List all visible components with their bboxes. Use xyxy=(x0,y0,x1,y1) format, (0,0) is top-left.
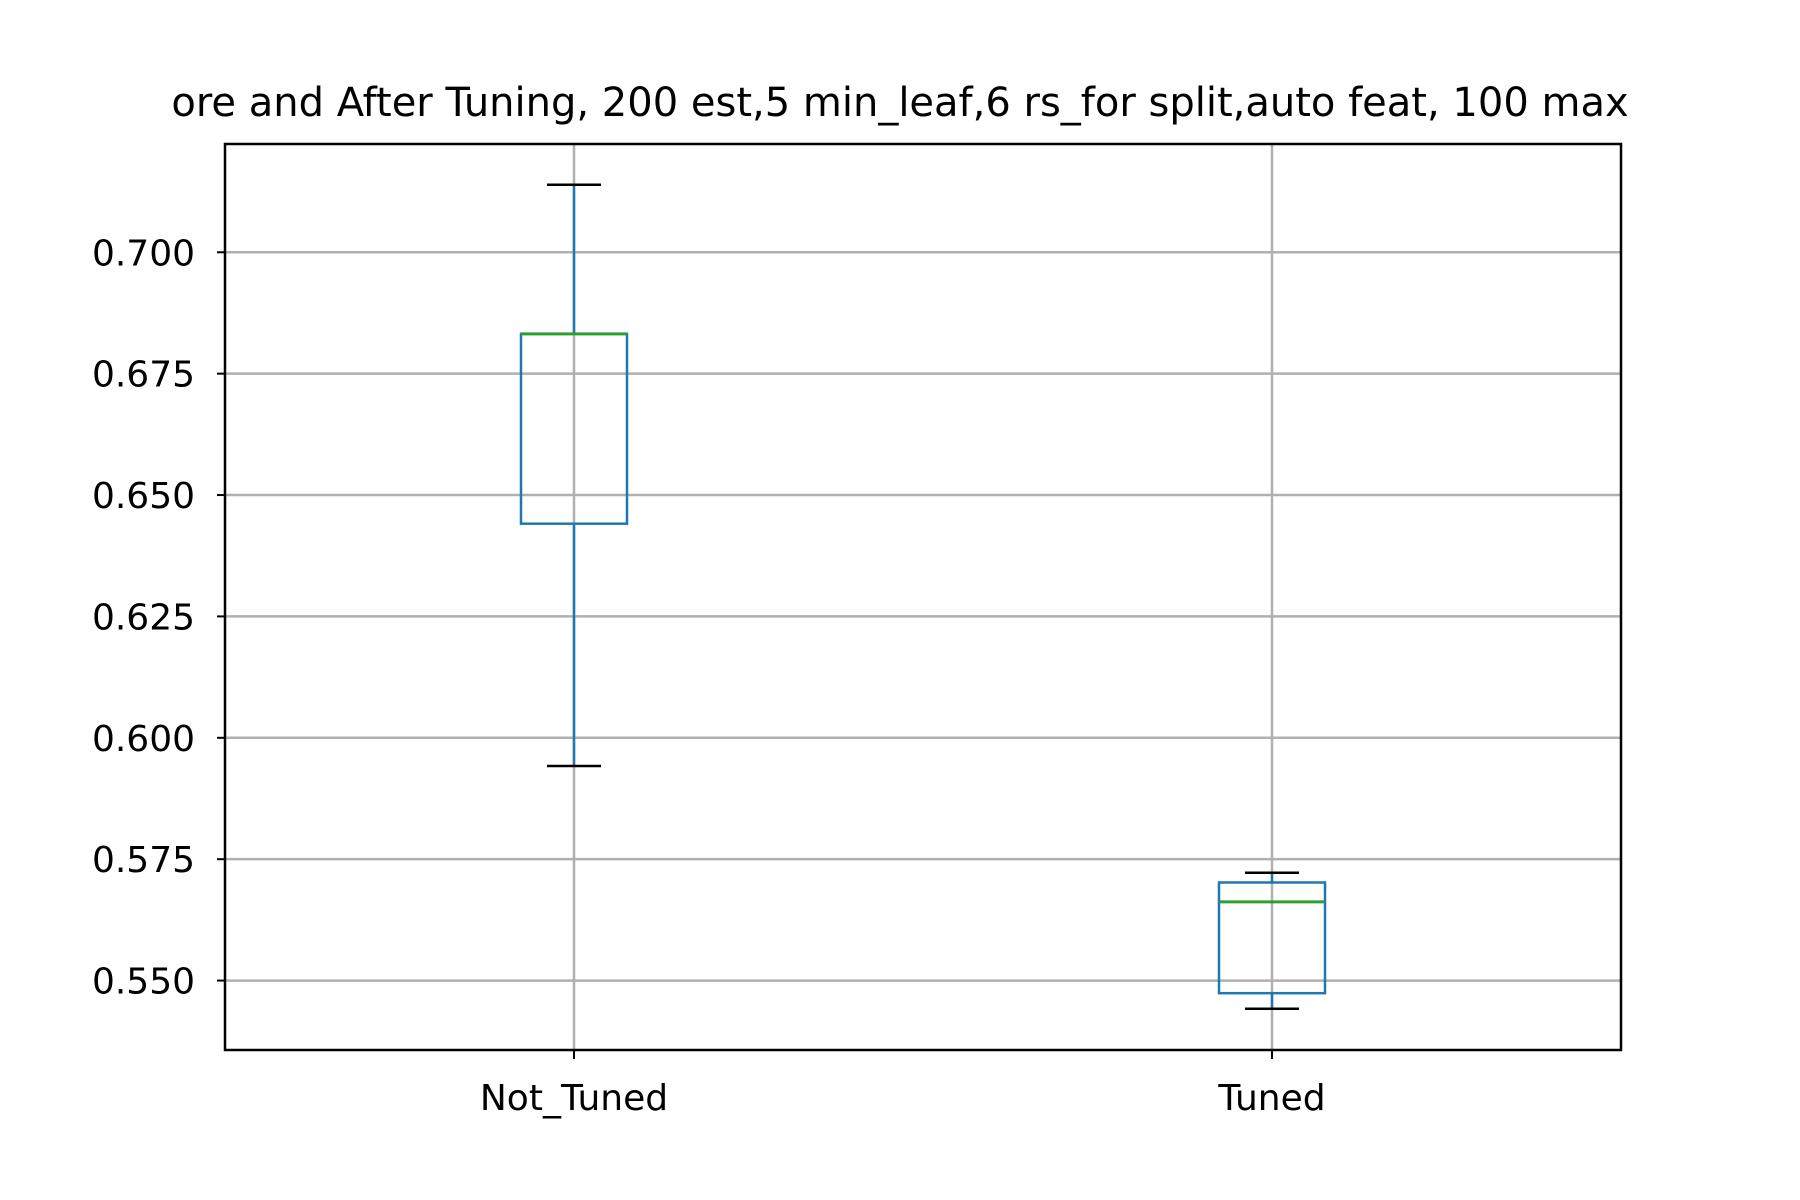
box-plots xyxy=(519,183,1327,1010)
y-tick-label: 0.575 xyxy=(92,840,195,881)
x-tick-label: Not_Tuned xyxy=(480,1078,668,1119)
box-group-not-tuned xyxy=(519,183,629,768)
axis-ticks: 0.550 0.575 0.600 0.625 0.650 0.675 0.700 Not_T… xyxy=(92,233,1326,1119)
y-tick-label: 0.700 xyxy=(92,233,195,274)
y-tick-label: 0.650 xyxy=(92,476,195,517)
x-tick-label: Tuned xyxy=(1217,1078,1325,1119)
y-tick-label: 0.550 xyxy=(92,962,195,1003)
grid-lines xyxy=(225,144,1621,1050)
y-tick-label: 0.625 xyxy=(92,597,195,638)
plot-area-frame xyxy=(223,142,1623,1052)
y-tick-label: 0.675 xyxy=(92,355,195,396)
box-iqr xyxy=(1217,881,1327,995)
y-tick-label: 0.600 xyxy=(92,719,195,760)
box-group-tuned xyxy=(1217,871,1327,1010)
chart-title: ore and After Tuning, 200 est,5 min_leaf… xyxy=(171,80,1628,126)
